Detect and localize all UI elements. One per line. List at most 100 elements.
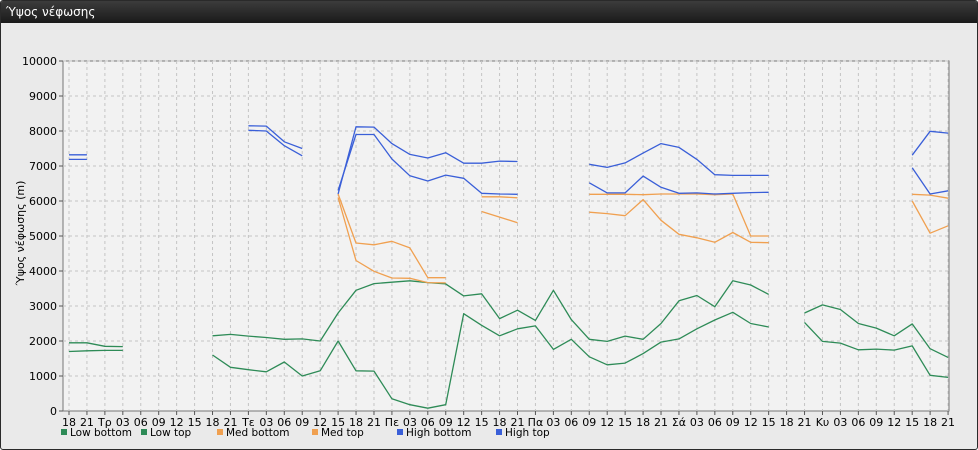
legend-swatch-3: [312, 429, 318, 435]
x-tick-label-4: 06: [134, 416, 148, 429]
legend-swatch-4: [397, 429, 403, 435]
series-line-2: [337, 197, 949, 284]
x-tick-label-22: 12: [457, 416, 471, 429]
x-tick-label-42: Κυ: [816, 416, 830, 429]
x-tick-label-8: 18: [206, 416, 220, 429]
x-tick-label-11: 03: [259, 416, 273, 429]
x-tick-label-38: 12: [744, 416, 758, 429]
series-5: [69, 125, 949, 195]
legend-item-1: Low top: [141, 427, 192, 439]
x-tick-label-5: 09: [152, 416, 166, 429]
x-tick-label-26: Πα: [528, 416, 544, 429]
x-tick-label-6: 12: [170, 416, 184, 429]
x-tick-label-34: Σά: [672, 416, 686, 429]
series-line-5: [69, 125, 949, 195]
legend-label-5: High top: [505, 427, 550, 439]
x-tick-label-48: 18: [923, 416, 937, 429]
x-tick-label-31: 15: [618, 416, 632, 429]
series-1: [69, 280, 949, 358]
x-tick-label-27: 03: [546, 416, 560, 429]
x-tick-label-14: 12: [313, 416, 327, 429]
x-tick-label-12: 06: [277, 416, 291, 429]
series-line-3: [337, 193, 949, 279]
legend-label-4: High bottom: [406, 427, 471, 439]
x-tick-label-32: 18: [636, 416, 650, 429]
y-axis-label: Ύψος νέφωσης (m): [14, 181, 27, 287]
grid-lines: [63, 60, 949, 411]
series-line-4: [69, 129, 949, 195]
legend: Low bottom Low top Med bottom Med top High b…: [61, 427, 550, 439]
y-tick-label-0: 0: [50, 405, 57, 418]
legend-swatch-5: [496, 429, 502, 435]
x-tick-label-43: 03: [833, 416, 847, 429]
series-4: [69, 129, 949, 195]
x-tick-label-15: 15: [331, 416, 345, 429]
y-tick-label-5: 5000: [29, 230, 57, 243]
x-axis-ticks: 18 21 Τρ 03 06 09 12 15 18 21 Τε 03 06 09 12 15 18 21 Πε 03…: [62, 411, 955, 429]
x-tick-label-25: 21: [511, 416, 525, 429]
y-tick-label-10: 10000: [22, 55, 57, 68]
x-tick-label-47: 15: [905, 416, 919, 429]
series-3: [337, 193, 949, 279]
legend-item-3: Med top: [312, 427, 364, 439]
legend-item-2: Med bottom: [217, 427, 290, 439]
y-tick-label-8: 8000: [29, 125, 57, 138]
legend-label-3: Med top: [321, 427, 364, 439]
x-tick-label-29: 09: [582, 416, 596, 429]
legend-swatch-0: [61, 429, 67, 435]
x-tick-label-35: 03: [690, 416, 704, 429]
y-axis-ticks: 0 1000 2000 3000 4000 5000 6000 7000 8000 9000 100…: [22, 55, 63, 418]
x-tick-label-9: 21: [223, 416, 237, 429]
legend-label-2: Med bottom: [226, 427, 290, 439]
legend-swatch-2: [217, 429, 223, 435]
x-tick-label-24: 18: [493, 416, 507, 429]
series-0: [68, 311, 949, 409]
legend-item-5: High top: [496, 427, 550, 439]
y-tick-label-3: 3000: [29, 300, 57, 313]
y-tick-label-1: 1000: [29, 370, 57, 383]
x-tick-label-44: 06: [851, 416, 865, 429]
x-tick-label-7: 15: [188, 416, 202, 429]
x-tick-label-19: 03: [403, 416, 417, 429]
series-lines: [68, 125, 949, 409]
x-tick-label-17: 21: [367, 416, 381, 429]
x-tick-label-23: 15: [475, 416, 489, 429]
cloud-height-chart: 0 1000 2000 3000 4000 5000 6000 7000 8000 9000 100…: [14, 55, 955, 439]
x-tick-label-13: 09: [295, 416, 309, 429]
x-tick-label-10: Τε: [241, 416, 255, 429]
x-tick-label-37: 09: [726, 416, 740, 429]
x-tick-label-28: 06: [564, 416, 578, 429]
legend-item-0: Low bottom: [61, 427, 132, 439]
x-tick-label-40: 18: [780, 416, 794, 429]
x-tick-label-20: 06: [421, 416, 435, 429]
y-tick-label-7: 7000: [29, 160, 57, 173]
series-line-1: [69, 280, 949, 358]
x-tick-label-0: 18: [62, 416, 76, 429]
y-tick-label-6: 6000: [29, 195, 57, 208]
x-tick-label-46: 12: [887, 416, 901, 429]
x-tick-label-2: Τρ: [97, 416, 112, 429]
x-tick-label-33: 21: [654, 416, 668, 429]
x-tick-label-49: 21: [941, 416, 955, 429]
x-tick-label-16: 18: [349, 416, 363, 429]
y-tick-label-4: 4000: [29, 265, 57, 278]
panel-title: Ύψος νέφωσης: [6, 5, 96, 19]
x-tick-label-21: 09: [439, 416, 453, 429]
x-tick-label-41: 21: [798, 416, 812, 429]
y-tick-label-2: 2000: [29, 335, 57, 348]
legend-item-4: High bottom: [397, 427, 471, 439]
series-2: [337, 197, 949, 284]
x-tick-label-30: 12: [600, 416, 614, 429]
x-tick-label-1: 21: [80, 416, 94, 429]
series-line-0: [68, 311, 949, 409]
x-tick-label-39: 15: [762, 416, 776, 429]
y-tick-label-9: 9000: [29, 90, 57, 103]
x-tick-label-36: 06: [708, 416, 722, 429]
panel-titlebar: Ύψος νέφωσης: [1, 1, 977, 23]
legend-swatch-1: [141, 429, 147, 435]
x-tick-label-45: 09: [869, 416, 883, 429]
legend-label-0: Low bottom: [70, 427, 132, 439]
x-tick-label-18: Πε: [385, 416, 399, 429]
legend-label-1: Low top: [150, 427, 192, 439]
